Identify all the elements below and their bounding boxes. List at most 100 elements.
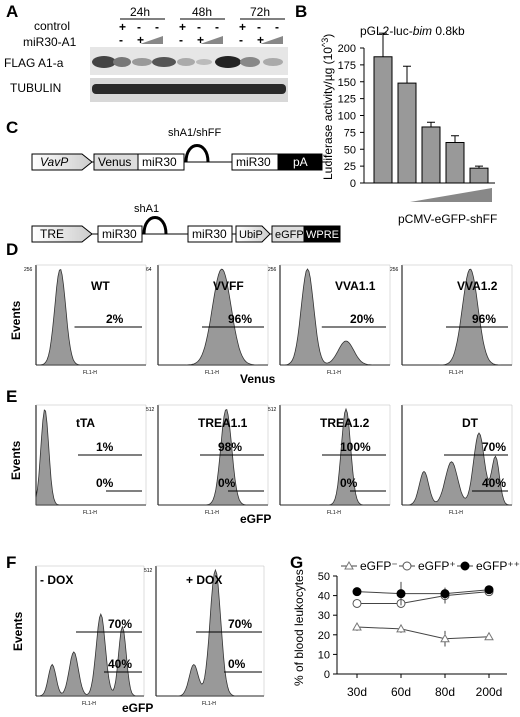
mir-sign: + (137, 33, 144, 47)
histogram-curve (36, 612, 144, 697)
mir-sign: + (197, 33, 204, 47)
gate-pct-1: 70% (482, 440, 506, 454)
gate-pct-2: 0% (228, 657, 246, 671)
gate-pct-2: 40% (482, 476, 506, 490)
svg-text:miR30: miR30 (192, 227, 227, 241)
luc-bar (445, 142, 465, 184)
fl1-label: FL1-H (83, 370, 97, 376)
g-point (440, 633, 450, 643)
control-sign: + (179, 20, 186, 34)
histogram: FL1-H 256 (390, 264, 513, 376)
control-sign: - (257, 20, 261, 34)
sample-name: VVA1.2 (457, 279, 498, 293)
histogram-curve (156, 568, 264, 697)
histogram-curve (35, 409, 146, 506)
g-ytick: 20 (318, 630, 330, 642)
luc-bar (373, 56, 393, 184)
panel-label-f: F (6, 553, 17, 572)
histogram: FL1-H 64 (146, 264, 269, 376)
g-point (396, 589, 406, 599)
histogram: FL1-H 512 (146, 404, 269, 516)
hairpin-top (184, 144, 210, 163)
panel-label-d: D (6, 240, 19, 259)
western-blot: 24h 48h 72h + - - + - - + - -- + - + - + (90, 5, 288, 102)
control-sign: - (155, 20, 159, 34)
histograms-f: Events eGFP FL1-H - DOX 70% 40% FL1-H 512 + DOX 7… (11, 565, 265, 715)
g-xtick: 30d (347, 685, 367, 699)
mir-sign: - (239, 33, 243, 47)
histogram: FL1-H (401, 404, 513, 516)
histogram-curve (280, 407, 390, 506)
legend-label: eGFP⁺⁺ (476, 559, 520, 573)
sample-name: tTA (76, 416, 95, 430)
luc-ytick: 200 (338, 43, 356, 55)
egfp-xlabel-e: eGFP (240, 512, 271, 526)
svg-text:TRE: TRE (40, 227, 64, 241)
svg-text:shA1: shA1 (134, 203, 159, 215)
tp-72h: 72h (250, 5, 270, 19)
g-point (396, 623, 406, 633)
gate-pct-1: 1% (96, 440, 114, 454)
g-point (484, 585, 494, 595)
fl1-label: FL1-H (83, 510, 97, 516)
gate-pct-1: 98% (218, 440, 242, 454)
ymax-label: 512 (144, 568, 153, 574)
wedge-48h (200, 36, 223, 44)
gate-pct: 96% (472, 312, 496, 326)
wpre-box (303, 225, 341, 243)
ymax-label: 512 (268, 407, 277, 413)
mir30-box-1 (137, 153, 185, 171)
gate-pct: 2% (106, 312, 124, 326)
legend-marker (344, 560, 354, 570)
svg-text:VavP: VavP (40, 155, 68, 169)
svg-text:miR30: miR30 (236, 155, 271, 169)
histogram-curve (402, 432, 512, 506)
histogram-curve (158, 268, 268, 366)
g-point (352, 598, 362, 608)
gate-pct-2: 0% (218, 476, 236, 490)
luc-xlabel: pCMV-eGFP-shFF (398, 212, 497, 226)
histogram-curve (402, 268, 512, 366)
gate-pct-1: 100% (340, 440, 371, 454)
g-series-line (356, 589, 490, 595)
sample-name: + DOX (186, 573, 222, 587)
luc-bar (469, 167, 489, 184)
luc-ytick: 150 (338, 77, 356, 89)
pa-box (277, 153, 323, 171)
histogram: FL1-H 512 (268, 404, 391, 516)
luc-title: pGL2-luc-bim 0.8kb (360, 24, 465, 38)
events-label-f: Events (11, 611, 25, 651)
events-label-d: Events (9, 300, 23, 340)
fl1-label: FL1-H (327, 370, 341, 376)
sample-name: - DOX (40, 573, 73, 587)
histogram: FL1-H 256 (24, 264, 147, 376)
histogram-curve (36, 268, 146, 366)
g-point (352, 587, 362, 597)
ymax-label: 256 (390, 267, 399, 273)
g-xtick: 80d (435, 685, 455, 699)
svg-text:Venus: Venus (98, 155, 131, 169)
control-sign: + (119, 20, 126, 34)
panel-label-e: E (6, 387, 18, 406)
g-series-line (357, 591, 490, 604)
sample-name: DT (462, 416, 479, 430)
gate-pct-1: 70% (228, 617, 252, 631)
ymax-label: 64 (146, 267, 152, 273)
histogram: FL1-H (35, 565, 145, 707)
fl1-label: FL1-H (205, 510, 219, 516)
svg-text:eGFP: eGFP (275, 229, 304, 241)
gate-pct-1: 70% (108, 617, 132, 631)
tre-promoter (31, 225, 93, 243)
mir30-label: miR30-A1 (23, 35, 77, 49)
sample-name: TREA1.2 (320, 416, 370, 430)
histogram: FL1-H 256 (268, 264, 391, 376)
g-ylabel: % of blood leukocytes (292, 569, 306, 686)
histogram-curve (158, 408, 268, 506)
panel-label-b: B (295, 2, 308, 21)
histograms-d: EventsVenusFL1-H256WT2%FL1-H64VVFF96%FL1… (9, 264, 513, 386)
gate-pct: 96% (228, 312, 252, 326)
g-ytick: 30 (318, 610, 330, 622)
mir-sign: - (179, 33, 183, 47)
leukocyte-chart: % of blood leukocytes 0 10 20 30 40 50 30d 60d 80… (292, 559, 520, 699)
g-ytick: 10 (318, 649, 330, 661)
